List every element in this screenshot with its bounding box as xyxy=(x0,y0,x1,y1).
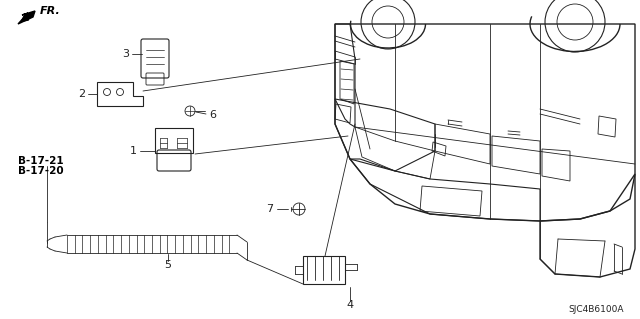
Text: 2: 2 xyxy=(79,89,86,99)
Text: 1: 1 xyxy=(129,146,136,156)
Text: 7: 7 xyxy=(266,204,273,214)
Text: 3: 3 xyxy=(122,49,129,59)
Text: SJC4B6100A: SJC4B6100A xyxy=(568,305,623,314)
Text: 4: 4 xyxy=(346,300,353,310)
Text: B-17-21: B-17-21 xyxy=(18,156,63,166)
Text: FR.: FR. xyxy=(40,6,61,16)
Text: B-17-20: B-17-20 xyxy=(18,166,63,176)
Text: 6: 6 xyxy=(209,110,216,120)
Polygon shape xyxy=(18,11,35,24)
Text: 5: 5 xyxy=(164,260,172,270)
